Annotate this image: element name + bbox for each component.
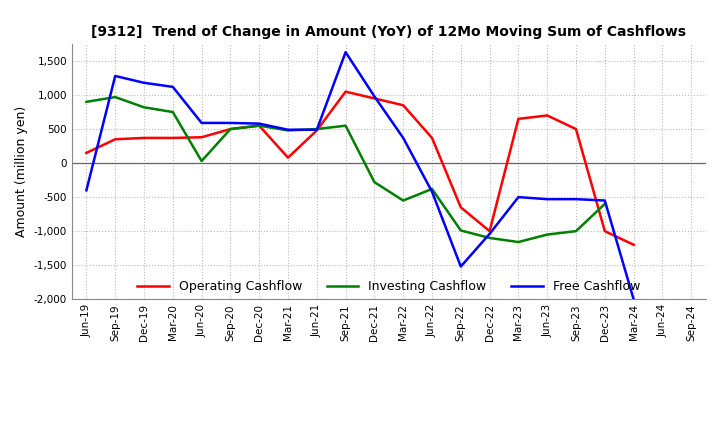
- Free Cashflow: [168, 84, 177, 89]
- Free Cashflow: [370, 94, 379, 99]
- Legend: Operating Cashflow, Investing Cashflow, Free Cashflow: Operating Cashflow, Investing Cashflow, …: [132, 275, 645, 298]
- Free Cashflow: [543, 197, 552, 202]
- Operating Cashflow: [399, 103, 408, 108]
- Investing Cashflow: [312, 126, 321, 132]
- Line: Investing Cashflow: Investing Cashflow: [86, 97, 605, 242]
- Investing Cashflow: [399, 198, 408, 203]
- Operating Cashflow: [600, 228, 609, 234]
- Investing Cashflow: [456, 228, 465, 233]
- Y-axis label: Amount (million yen): Amount (million yen): [15, 106, 28, 237]
- Free Cashflow: [284, 127, 292, 132]
- Investing Cashflow: [140, 105, 148, 110]
- Operating Cashflow: [572, 126, 580, 132]
- Free Cashflow: [485, 231, 494, 237]
- Free Cashflow: [197, 120, 206, 125]
- Line: Operating Cashflow: Operating Cashflow: [86, 92, 634, 245]
- Investing Cashflow: [284, 128, 292, 133]
- Investing Cashflow: [485, 235, 494, 241]
- Free Cashflow: [111, 73, 120, 79]
- Operating Cashflow: [629, 242, 638, 247]
- Title: [9312]  Trend of Change in Amount (YoY) of 12Mo Moving Sum of Cashflows: [9312] Trend of Change in Amount (YoY) o…: [91, 25, 686, 39]
- Operating Cashflow: [543, 113, 552, 118]
- Free Cashflow: [312, 127, 321, 132]
- Investing Cashflow: [341, 123, 350, 128]
- Investing Cashflow: [514, 239, 523, 245]
- Investing Cashflow: [543, 232, 552, 237]
- Free Cashflow: [514, 194, 523, 200]
- Free Cashflow: [140, 80, 148, 85]
- Investing Cashflow: [226, 126, 235, 132]
- Operating Cashflow: [370, 96, 379, 101]
- Investing Cashflow: [111, 95, 120, 100]
- Free Cashflow: [600, 198, 609, 203]
- Free Cashflow: [341, 50, 350, 55]
- Operating Cashflow: [111, 137, 120, 142]
- Investing Cashflow: [168, 110, 177, 115]
- Free Cashflow: [456, 264, 465, 269]
- Operating Cashflow: [284, 155, 292, 160]
- Free Cashflow: [399, 135, 408, 140]
- Free Cashflow: [629, 297, 638, 302]
- Operating Cashflow: [226, 126, 235, 132]
- Operating Cashflow: [140, 135, 148, 140]
- Operating Cashflow: [82, 150, 91, 155]
- Operating Cashflow: [485, 228, 494, 234]
- Operating Cashflow: [255, 123, 264, 128]
- Operating Cashflow: [197, 135, 206, 140]
- Investing Cashflow: [600, 201, 609, 206]
- Investing Cashflow: [572, 228, 580, 234]
- Investing Cashflow: [82, 99, 91, 104]
- Investing Cashflow: [428, 186, 436, 191]
- Operating Cashflow: [428, 135, 436, 140]
- Investing Cashflow: [370, 180, 379, 185]
- Free Cashflow: [226, 120, 235, 125]
- Operating Cashflow: [168, 135, 177, 140]
- Free Cashflow: [255, 121, 264, 126]
- Operating Cashflow: [456, 205, 465, 210]
- Line: Free Cashflow: Free Cashflow: [86, 52, 634, 299]
- Free Cashflow: [428, 189, 436, 194]
- Free Cashflow: [82, 188, 91, 193]
- Operating Cashflow: [514, 116, 523, 121]
- Investing Cashflow: [197, 158, 206, 164]
- Free Cashflow: [572, 197, 580, 202]
- Investing Cashflow: [255, 123, 264, 128]
- Operating Cashflow: [312, 128, 321, 133]
- Operating Cashflow: [341, 89, 350, 94]
